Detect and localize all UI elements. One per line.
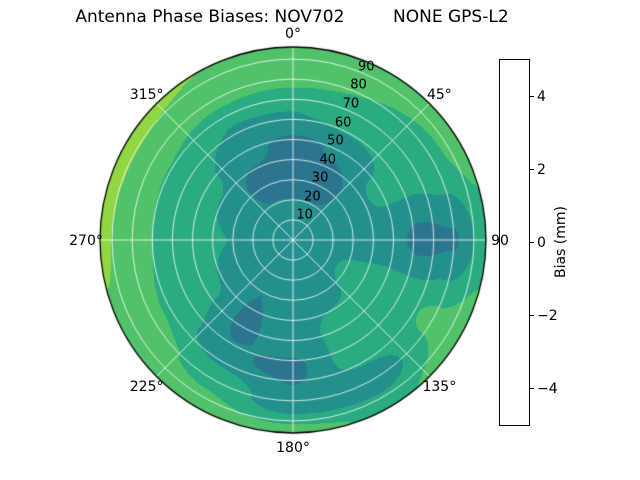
r-tick-label: 20 <box>304 189 321 205</box>
colorbar-tick-mark <box>530 169 534 170</box>
colorbar-tick-label: 4 <box>537 88 546 105</box>
colorbar-label: Bias (mm) <box>553 205 569 279</box>
theta-tick-label: 0° <box>285 26 301 42</box>
r-tick-label: 10 <box>296 207 313 223</box>
r-tick-label: 40 <box>319 152 337 168</box>
r-tick-label: 90 <box>357 59 375 75</box>
colorbar <box>499 59 530 426</box>
theta-tick-label: 180° <box>276 440 310 456</box>
theta-tick-label: 135° <box>422 379 457 396</box>
colorbar-tick-label: 2 <box>537 161 546 178</box>
r-tick-label: 60 <box>334 115 352 131</box>
r-tick-label: 30 <box>311 170 329 186</box>
colorbar-tick-label: 0 <box>537 234 546 251</box>
theta-tick-label: 90 <box>491 233 509 249</box>
r-tick-label: 50 <box>327 133 344 149</box>
chart-title: Antenna Phase Biases: NOV702 NONE GPS-L2 <box>75 7 509 27</box>
theta-tick-label: 270° <box>69 233 103 249</box>
theta-tick-label: 225° <box>129 379 164 396</box>
colorbar-tick-mark <box>530 315 534 316</box>
colorbar-tick-mark <box>530 242 534 243</box>
r-tick-label: 70 <box>342 96 360 112</box>
theta-tick-label: 315° <box>129 86 164 103</box>
colorbar-tick-label: −4 <box>537 380 558 397</box>
colorbar-tick-mark <box>530 388 534 389</box>
theta-tick-label: 45° <box>426 86 452 103</box>
r-tick-label: 80 <box>350 77 367 93</box>
colorbar-tick-label: −2 <box>537 307 558 324</box>
colorbar-tick-mark <box>530 96 534 97</box>
